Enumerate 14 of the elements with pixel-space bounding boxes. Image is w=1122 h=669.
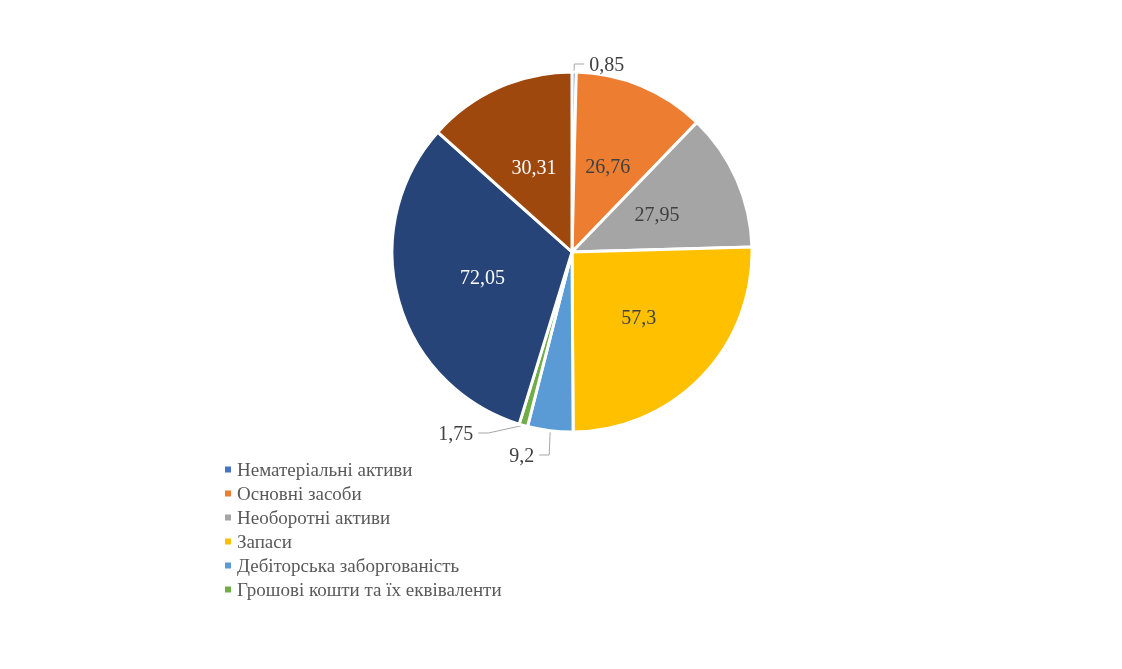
- data-label: 26,76: [585, 155, 631, 178]
- data-label: 1,75: [438, 422, 474, 445]
- legend-label: Основні засоби: [237, 483, 362, 504]
- data-label: 27,95: [634, 203, 680, 226]
- legend-label: Необоротні активи: [237, 507, 391, 528]
- data-label: 57,3: [621, 305, 657, 328]
- legend-label: Дебіторська заборгованість: [237, 555, 460, 576]
- data-label: 30,31: [511, 156, 557, 179]
- legend-label: Грошові кошти та їх еквіваленти: [237, 579, 502, 600]
- data-label: 9,2: [509, 444, 535, 467]
- data-label: 72,05: [459, 265, 505, 288]
- legend-label: Запаси: [237, 531, 292, 552]
- legend-label: Нематеріальні активи: [237, 459, 413, 480]
- data-label: 0,85: [589, 53, 625, 76]
